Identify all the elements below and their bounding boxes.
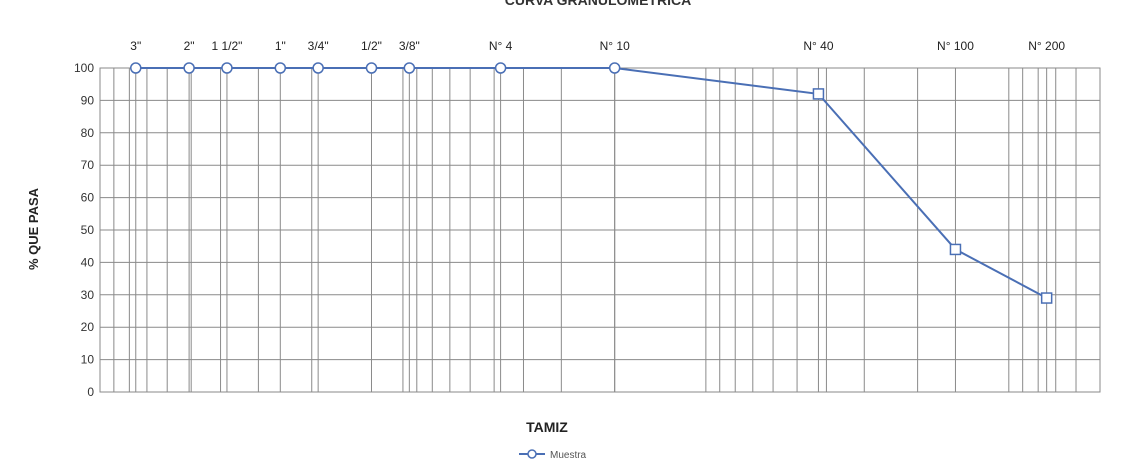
data-series [130, 62, 1053, 304]
y-tick-label: 40 [81, 255, 95, 269]
data-point [183, 62, 195, 74]
y-tick-label: 90 [81, 93, 95, 107]
data-point [221, 62, 233, 74]
y-tick-label: 10 [81, 353, 95, 367]
sieve-label: 3/8" [399, 39, 420, 53]
y-tick-label: 30 [81, 288, 95, 302]
sieve-label: N° 10 [600, 39, 630, 53]
data-point [312, 62, 324, 74]
sieve-label: N° 200 [1028, 39, 1065, 53]
sieve-label: 3" [130, 39, 141, 53]
legend-label: Muestra [550, 450, 587, 461]
data-point [274, 62, 287, 74]
sieve-label: N° 100 [937, 39, 974, 53]
data-point [365, 62, 378, 74]
horizontal-gridlines [100, 67, 1100, 393]
data-point [608, 62, 621, 74]
sieve-label: N° 40 [803, 39, 833, 53]
legend-marker [527, 449, 537, 459]
data-point [494, 62, 507, 74]
y-tick-label: 60 [81, 191, 95, 205]
sieve-label: 3/4" [308, 39, 329, 53]
sieve-label: 2" [184, 39, 195, 53]
data-point [130, 62, 142, 74]
data-point [1040, 292, 1053, 304]
y-tick-label: 80 [81, 126, 95, 140]
data-point [812, 88, 825, 100]
sieve-labels: 3" 2" 1 1/2" 1" 3/4" 1/2" 3/8" N° 4 N° 10 N° 40 N°… [130, 39, 1065, 53]
y-tick-label: 100 [74, 61, 94, 75]
y-tick-label: 70 [81, 158, 95, 172]
sieve-label: 1/2" [361, 39, 382, 53]
x-axis-title: TAMIZ [526, 419, 568, 435]
data-point [949, 243, 962, 256]
y-tick-label: 50 [81, 223, 95, 237]
sieve-label: 1 1/2" [211, 39, 242, 53]
sieve-label: N° 4 [489, 39, 513, 53]
series-line [135, 67, 1048, 299]
y-tick-label: 20 [81, 320, 95, 334]
chart-title: CURVA GRANULOMETRICA [505, 0, 691, 8]
y-tick-labels: 0 10 20 30 40 50 60 70 80 90 100 [74, 61, 94, 399]
data-point [403, 62, 416, 74]
y-axis-title: % QUE PASA [26, 187, 41, 270]
y-tick-label: 0 [87, 385, 94, 399]
legend: Muestra [519, 449, 587, 461]
sieve-label: 1" [275, 39, 286, 53]
